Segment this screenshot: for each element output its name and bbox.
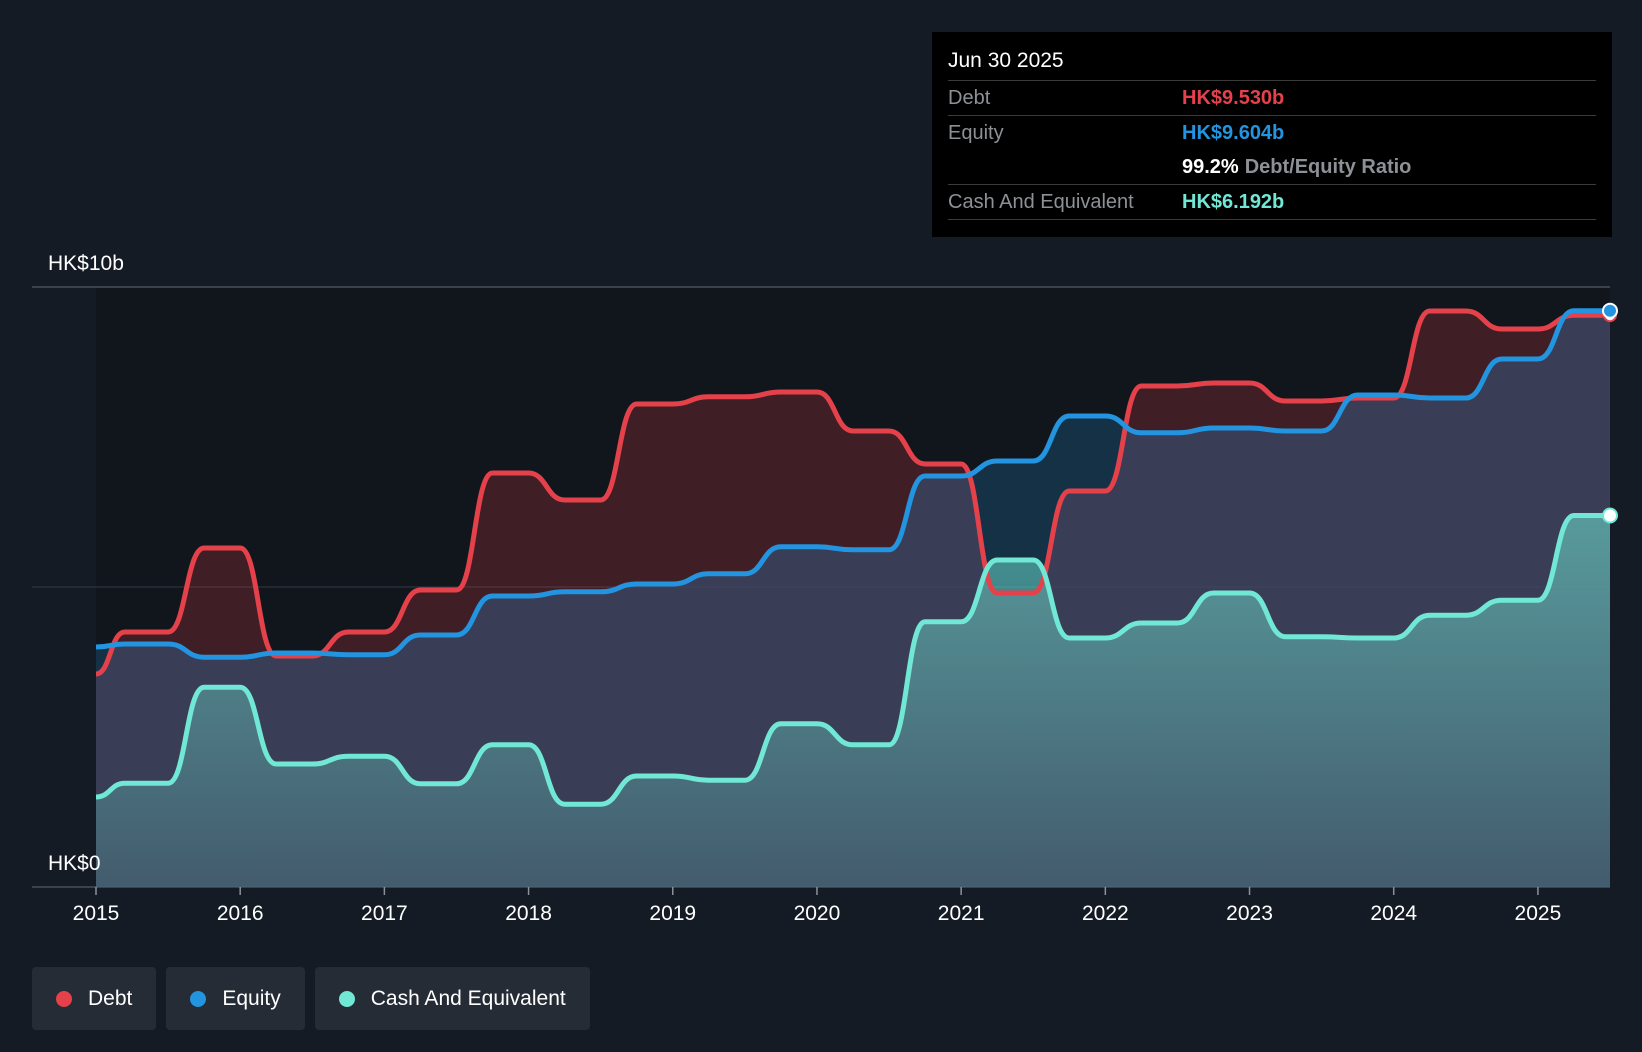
x-tick-label: 2024 [1370, 902, 1417, 925]
tooltip-debt-label: Debt [948, 87, 991, 109]
legend-item-equity[interactable]: Equity [166, 967, 305, 1030]
cash-area [96, 515, 1610, 887]
equity-dot-icon [190, 990, 207, 1007]
tooltip-cash-label: Cash And Equivalent [948, 191, 1134, 213]
x-tick-label: 2021 [938, 902, 985, 925]
chart-legend: Debt Equity Cash And Equivalent [32, 967, 590, 1030]
x-tick-label: 2022 [1082, 902, 1129, 925]
tooltip-equity-row: Equity HK$9.604b [948, 115, 1596, 150]
x-tick-label: 2020 [794, 902, 841, 925]
cash-end-marker [1602, 507, 1618, 524]
tooltip-equity-value: HK$9.604b [1182, 122, 1285, 144]
tooltip-ratio-value: 99.2% [1182, 156, 1239, 178]
cash-dot-icon [338, 990, 355, 1007]
tooltip-debt-value: HK$9.530b [1182, 87, 1285, 109]
legend-cash-label: Cash And Equivalent [370, 986, 566, 1010]
tooltip-date: Jun 30 2025 [948, 49, 1064, 72]
legend-debt-label: Debt [88, 986, 133, 1010]
tooltip-ratio-row: 99.2% Debt/Equity Ratio [948, 150, 1596, 184]
x-tick-label: 2015 [73, 902, 120, 925]
x-tick-label: 2025 [1515, 902, 1562, 925]
x-tick-label: 2018 [505, 902, 552, 925]
legend-item-debt[interactable]: Debt [32, 967, 157, 1030]
x-tick-label: 2017 [361, 902, 408, 925]
tooltip-ratio-label: Debt/Equity Ratio [1244, 156, 1412, 178]
tooltip-debt-row: Debt HK$9.530b [948, 80, 1596, 115]
equity-line [95, 308, 1610, 660]
legend-equity-label: Equity [222, 986, 281, 1010]
tooltip-panel: Jun 30 2025 Debt HK$9.530b Equity HK$9.6… [932, 32, 1612, 237]
tooltip-cash-row: Cash And Equivalent HK$6.192b [948, 184, 1596, 220]
cash-line [95, 513, 1610, 807]
y-label-top: HK$10b [48, 252, 124, 275]
tooltip-cash-value: HK$6.192b [1182, 191, 1285, 213]
x-tick-label: 2023 [1226, 902, 1273, 925]
equity-end-marker [1602, 302, 1618, 319]
legend-item-cash[interactable]: Cash And Equivalent [314, 967, 590, 1030]
x-tick-label: 2016 [217, 902, 264, 925]
debt-dot-icon [56, 990, 72, 1007]
x-tick-label: 2019 [649, 902, 696, 925]
y-label-bottom: HK$0 [48, 852, 101, 875]
tooltip-equity-label: Equity [948, 122, 1004, 144]
